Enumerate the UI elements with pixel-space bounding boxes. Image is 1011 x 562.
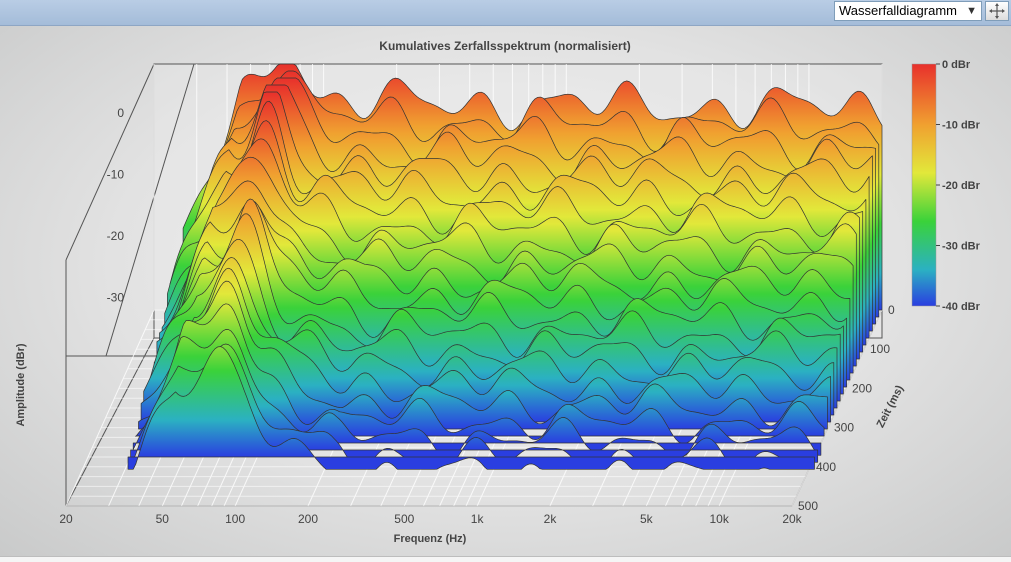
decay-slice: [127, 346, 815, 470]
decay-slice: [140, 267, 831, 423]
status-bar: [0, 556, 1011, 562]
colorbar-label: -40 dBr: [942, 301, 981, 313]
decay-slice: [135, 303, 825, 445]
move-button[interactable]: [985, 1, 1009, 21]
move-arrows-icon: [989, 3, 1005, 19]
x-tick-label: 2k: [544, 512, 558, 526]
decay-slice: [130, 343, 819, 463]
decay-slices: [127, 63, 883, 470]
x-tick-label: 500: [394, 512, 414, 526]
y-axis-ticks: 0 -10 -20 -30: [107, 106, 125, 305]
chevron-down-icon: ▼: [966, 5, 977, 17]
z-tick-label: 500: [798, 499, 818, 513]
top-toolbar: Wasserfalldiagramm ▼: [0, 0, 1011, 26]
y-tick-label: 0: [117, 106, 124, 120]
waterfall-chart: Kumulatives Zerfallsspektrum (normalisie…: [15, 39, 981, 545]
x-tick-label: 20: [59, 512, 73, 526]
x-tick-label: 10k: [709, 512, 729, 526]
x-tick-label: 50: [156, 512, 170, 526]
z-tick-label: 100: [870, 342, 890, 356]
view-type-select-value: Wasserfalldiagramm: [839, 3, 957, 18]
view-type-select[interactable]: Wasserfalldiagramm ▼: [834, 1, 982, 21]
z-tick-label: 200: [852, 381, 872, 395]
colorbar-label: -20 dBr: [942, 180, 981, 192]
y-tick-label: -20: [107, 229, 125, 243]
chart-title: Kumulatives Zerfallsspektrum (normalisie…: [379, 39, 630, 53]
y-axis-label: Amplitude (dBr): [15, 343, 27, 426]
x-tick-label: 200: [298, 512, 318, 526]
x-axis-ticks: 20 50 100 200 500 1k 2k 5k 10k 20k: [59, 512, 802, 526]
x-tick-label: 20k: [782, 512, 802, 526]
plot-area: Kumulatives Zerfallsspektrum (normalisie…: [0, 26, 1011, 556]
colorbar-labels: 0 dBr -10 dBr -20 dBr -30 dBr -40 dBr: [936, 59, 981, 313]
z-tick-label: 400: [816, 460, 836, 474]
x-tick-label: 100: [225, 512, 245, 526]
decay-slice: [138, 280, 828, 430]
colorbar: [911, 63, 937, 307]
colorbar-label: -10 dBr: [942, 120, 981, 132]
z-tick-label: 0: [888, 303, 895, 317]
z-axis-ticks: 0 100 200 300 400 500: [798, 303, 895, 513]
y-tick-label: -10: [107, 168, 125, 182]
x-tick-label: 5k: [640, 512, 654, 526]
x-tick-label: 1k: [471, 512, 485, 526]
colorbar-label: -30 dBr: [942, 241, 981, 253]
x-axis-label: Frequenz (Hz): [394, 533, 467, 545]
y-tick-label: -30: [107, 291, 125, 305]
colorbar-label: 0 dBr: [942, 59, 971, 71]
z-axis-label: Zeit (ms): [875, 383, 907, 430]
z-tick-label: 300: [834, 421, 854, 435]
